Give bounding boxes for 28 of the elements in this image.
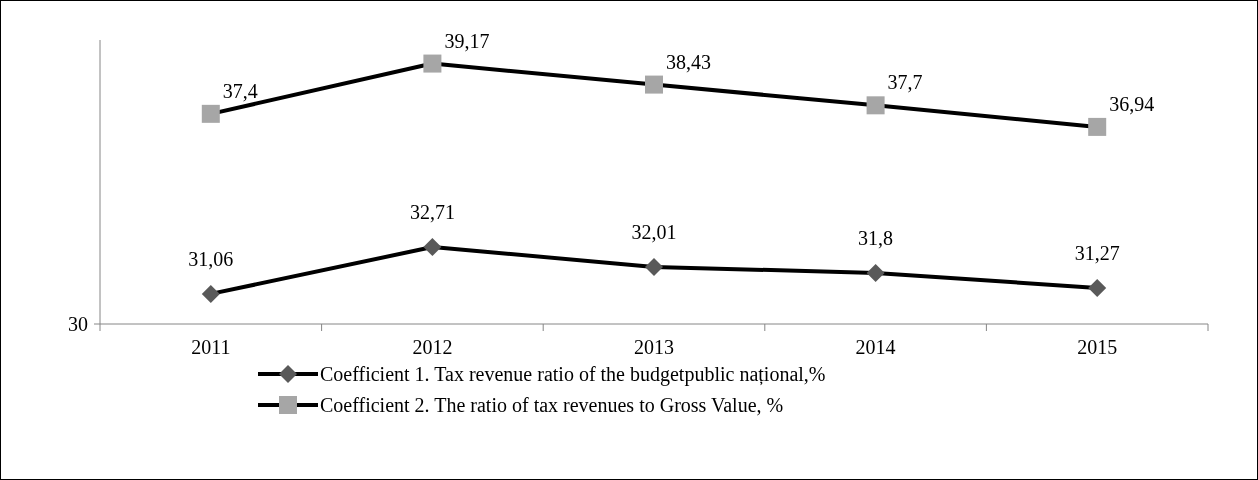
- data-label: 32,01: [631, 220, 677, 243]
- point: [423, 238, 442, 257]
- data-label: 31,8: [858, 226, 894, 249]
- x-tick-label: 2015: [1077, 336, 1118, 358]
- x-tick-label: 2011: [191, 336, 231, 358]
- point: [423, 54, 442, 73]
- point: [1088, 278, 1107, 297]
- data-label: 39,17: [444, 29, 490, 52]
- point: [866, 96, 885, 115]
- point: [645, 75, 663, 94]
- legend-label: Coefficient 1. Tax revenue ratio of the budgetpublic național,%: [320, 363, 826, 386]
- data-label: 37,4: [222, 79, 258, 102]
- legend-label: Coefficient 2. The ratio of tax revenues to Gross Value, %: [320, 394, 784, 416]
- data-label: 37,7: [887, 71, 923, 94]
- x-tick-label: 2013: [634, 336, 674, 358]
- point: [645, 257, 663, 276]
- point: [1088, 117, 1107, 136]
- data-label: 31,06: [188, 247, 234, 270]
- x-tick-label: 2014: [855, 336, 896, 358]
- point: [866, 263, 885, 282]
- x-tick-label: 2012: [412, 336, 453, 358]
- text: 30: [68, 313, 88, 335]
- data-label: 32,71: [409, 201, 455, 224]
- data-label: 36,94: [1109, 92, 1155, 115]
- point: [201, 284, 220, 303]
- data-label: 31,27: [1074, 241, 1120, 264]
- point: [201, 104, 220, 123]
- data-label: 38,43: [666, 50, 711, 73]
